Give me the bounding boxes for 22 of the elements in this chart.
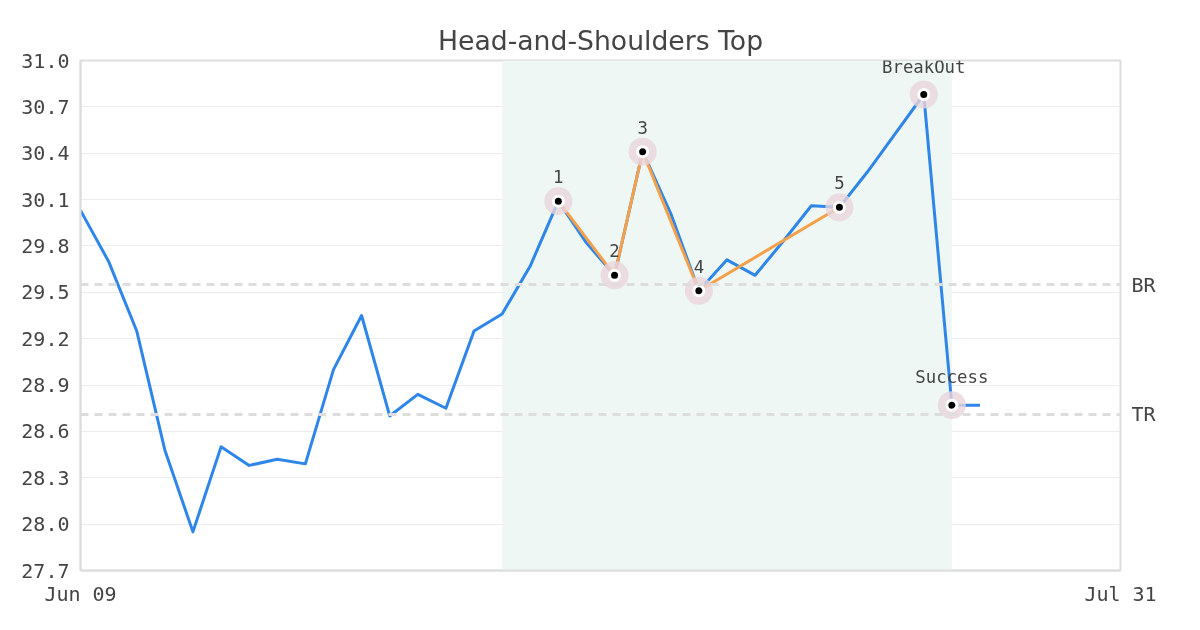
y-tick-label: 31.0 [21,48,70,73]
annotation: 2 [609,241,620,262]
annotation: 5 [834,173,845,194]
y-tick-label: 28.9 [21,373,70,398]
y-tick-label: 29.5 [21,280,70,305]
annotation: 4 [693,256,705,277]
annotation: 3 [637,117,648,138]
y-tick-label: 30.4 [21,141,70,166]
chart-title: Head-and-Shoulders Top [437,24,764,56]
y-tick-label: 27.7 [21,558,70,583]
y-tick-label: 30.7 [21,94,70,119]
x-tick-label: Jul 31 [1084,581,1157,606]
y-tick-label: 28.6 [21,419,70,444]
ref-line-label: BR [1131,272,1157,297]
y-tick-label: 28.3 [21,465,70,490]
x-tick-label: Jun 09 [44,581,117,606]
y-tick-label: 30.1 [21,187,70,212]
ref-line-label: TR [1131,402,1157,427]
y-tick-label: 28.0 [21,512,70,537]
y-tick-label: 29.2 [21,326,70,351]
annotation: 1 [553,167,564,188]
y-tick-label: 29.8 [21,233,70,258]
